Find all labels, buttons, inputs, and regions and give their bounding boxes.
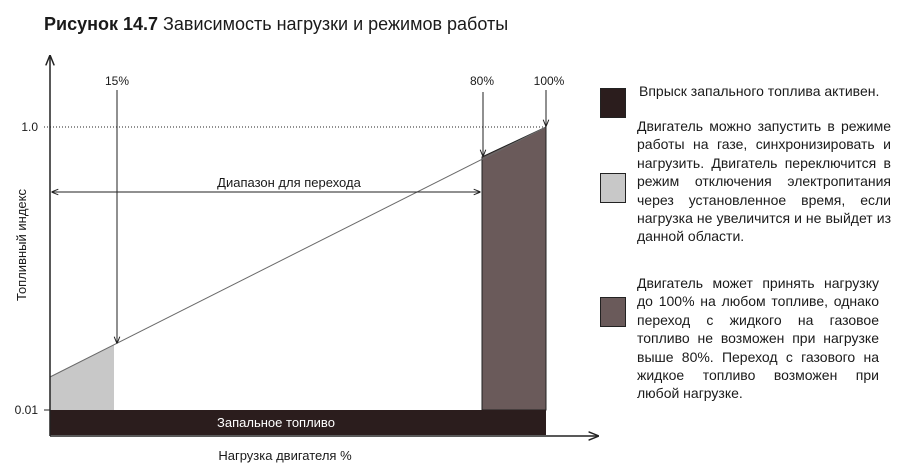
y-tick-001: 0.01 [15, 403, 39, 417]
legend-swatch-transition [600, 297, 626, 327]
marker-15-label: 15% [105, 74, 129, 88]
pilot-fuel-label: Запальное топливо [217, 415, 335, 430]
marker-80-label: 80% [470, 74, 494, 88]
pilot-fuel-bar [50, 410, 546, 435]
legend-text-transition: Двигатель может принять нагрузку до 100%… [637, 275, 879, 402]
transition-region [481, 126, 547, 411]
figure-caption: Зависимость нагрузки и режимов работы [163, 14, 509, 34]
figure-number: Рисунок 14.7 [44, 14, 159, 34]
x-axis-label: Нагрузка двигателя % [218, 448, 352, 463]
legend-text-pilot: Впрыск запального топлива активен. [639, 83, 880, 99]
fuel-index-line [49, 126, 547, 378]
y-axis-label: Топливный индекс [14, 189, 29, 301]
low-load-region [50, 345, 114, 410]
transition-range-label: Диапазон для перехода [217, 175, 361, 190]
y-tick-1: 1.0 [21, 120, 38, 134]
legend-swatch-pilot [600, 88, 626, 118]
marker-100-label: 100% [534, 74, 565, 88]
figure-title: Рисунок 14.7 Зависимость нагрузки и режи… [44, 14, 508, 35]
legend-swatch-low-load [600, 173, 626, 203]
legend-text-low-load: Двигатель можно запустить в режиме работ… [637, 118, 891, 245]
load-mode-diagram: Топливный индекс Нагрузка двигателя % 1.… [14, 0, 600, 463]
